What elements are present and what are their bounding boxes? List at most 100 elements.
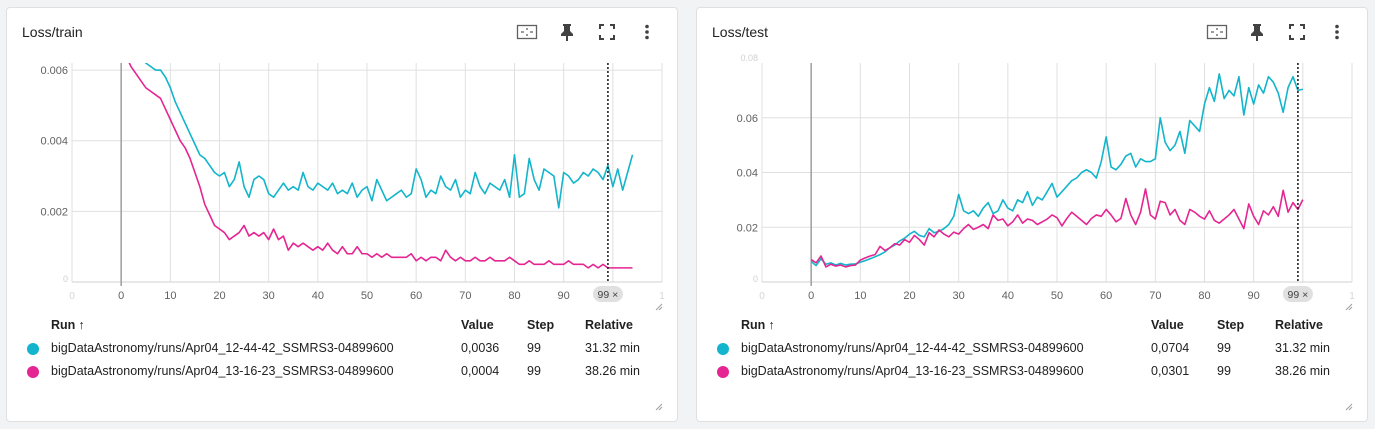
x-tick-label: 90 (1248, 290, 1260, 302)
pin-button[interactable] (1237, 20, 1277, 44)
series-line-2 (128, 63, 633, 269)
card-toolbar (507, 20, 667, 44)
run-value: 0,0704 (1151, 341, 1190, 355)
y-tick-label: 0.004 (40, 136, 68, 148)
run-color-dot (717, 343, 729, 355)
resize-grip-icon[interactable] (1343, 301, 1353, 311)
x-tick-label: 20 (903, 290, 915, 302)
run-name: bigDataAstronomy/runs/Apr04_13-16-23_SSM… (741, 364, 1084, 378)
run-name: bigDataAstronomy/runs/Apr04_12-44-42_SSM… (51, 341, 394, 355)
y-tick-label-faded: 0.08 (740, 53, 758, 63)
y-tick-label-faded: 0 (753, 274, 758, 284)
x-tick-label: 30 (263, 290, 275, 302)
x-tick-label-faded: 1 (1349, 291, 1355, 302)
run-relative: 31.32 min (585, 341, 640, 355)
x-tick-label: 0 (118, 290, 124, 302)
x-tick-label: 50 (1051, 290, 1063, 302)
value-column-header[interactable]: Value (461, 318, 494, 332)
x-tick-label-faded: 0 (69, 291, 75, 302)
fit-domain-button[interactable] (1197, 20, 1237, 44)
resize-grip-icon[interactable] (1343, 401, 1353, 411)
resize-grip-icon[interactable] (653, 401, 663, 411)
step-column-header[interactable]: Step (527, 318, 555, 332)
line-chart-plot[interactable]: 0.02 0.04 0.06 0 0.08 0 10 20 30 40 50 60 70 80 90 0 1 99… (697, 53, 1369, 313)
y-tick-label-faded: 0 (63, 274, 68, 284)
fullscreen-button[interactable] (1277, 20, 1317, 44)
run-relative: 38.26 min (1275, 364, 1330, 378)
x-tick-label: 70 (1149, 290, 1161, 302)
run-column-header[interactable]: Run ↑ (741, 318, 775, 332)
y-tick-label: 0.02 (737, 222, 758, 234)
more-vert-icon (645, 24, 649, 40)
sort-up-icon: ↑ (78, 318, 85, 332)
run-color-dot (27, 366, 39, 378)
more-options-button[interactable] (627, 20, 667, 44)
y-tick-label: 0.04 (737, 168, 758, 180)
run-step: 99 (1217, 341, 1231, 355)
relative-column-header[interactable]: Relative (1275, 318, 1323, 332)
fullscreen-button[interactable] (587, 20, 627, 44)
run-name: bigDataAstronomy/runs/Apr04_13-16-23_SSM… (51, 364, 394, 378)
runs-table: Run ↑ Value Step Relative bigDataAstronom… (715, 314, 1355, 383)
y-tick-label: 0.06 (737, 113, 758, 125)
more-options-button[interactable] (1317, 20, 1357, 44)
relative-column-header[interactable]: Relative (585, 318, 633, 332)
value-column-header[interactable]: Value (1151, 318, 1184, 332)
run-name: bigDataAstronomy/runs/Apr04_12-44-42_SSM… (741, 341, 1084, 355)
line-chart-plot[interactable]: 0.002 0.004 0.006 0 0 10 20 30 40 50 60 70 80 90 0 1 99 … (7, 53, 679, 313)
table-row: bigDataAstronomy/runs/Apr04_13-16-23_SSM… (715, 360, 1355, 383)
chart-card-loss-train: Loss/train 0.002 0.004 0.006 0 0 10 20 30 40 50 60… (6, 7, 678, 422)
pin-icon (1251, 24, 1263, 41)
card-toolbar (1197, 20, 1357, 44)
resize-grip-icon[interactable] (653, 301, 663, 311)
card-title: Loss/test (712, 24, 769, 40)
pin-button[interactable] (547, 20, 587, 44)
series-line-1 (144, 63, 634, 209)
run-step: 99 (527, 341, 541, 355)
run-step: 99 (1217, 364, 1231, 378)
sort-up-icon: ↑ (768, 318, 775, 332)
table-header: Run ↑ Value Step Relative (25, 314, 665, 337)
pin-icon (561, 24, 573, 41)
table-row: bigDataAstronomy/runs/Apr04_12-44-42_SSM… (715, 337, 1355, 360)
table-row: bigDataAstronomy/runs/Apr04_12-44-42_SSM… (25, 337, 665, 360)
run-column-header[interactable]: Run ↑ (51, 318, 85, 332)
x-tick-label: 10 (164, 290, 176, 302)
run-relative: 38.26 min (585, 364, 640, 378)
step-chip-label: 99 × (598, 289, 619, 301)
run-step: 99 (527, 364, 541, 378)
x-tick-label: 0 (808, 290, 814, 302)
run-color-dot (27, 343, 39, 355)
step-chip (592, 286, 623, 302)
x-tick-label: 50 (361, 290, 373, 302)
x-tick-label: 70 (459, 290, 471, 302)
x-tick-label: 30 (953, 290, 965, 302)
more-vert-icon (1335, 24, 1339, 40)
fullscreen-icon (1289, 24, 1305, 40)
x-tick-label: 40 (1002, 290, 1014, 302)
card-title: Loss/train (22, 24, 83, 40)
y-tick-label: 0.006 (40, 65, 68, 77)
run-value: 0,0036 (461, 341, 500, 355)
fit-domain-button[interactable] (507, 20, 547, 44)
x-tick-label: 60 (410, 290, 422, 302)
table-header: Run ↑ Value Step Relative (715, 314, 1355, 337)
x-tick-label: 40 (312, 290, 324, 302)
series-line-2 (810, 188, 1304, 268)
x-tick-label-faded: 1 (659, 291, 665, 302)
chart-card-loss-test: Loss/test 0.02 0.04 0.06 0 0.08 0 10 20 30 40 50 60… (696, 7, 1368, 422)
run-value: 0,0004 (461, 364, 500, 378)
x-tick-label: 90 (558, 290, 570, 302)
table-row: bigDataAstronomy/runs/Apr04_13-16-23_SSM… (25, 360, 665, 383)
step-chip-label: 99 × (1288, 289, 1309, 301)
x-tick-label: 20 (213, 290, 225, 302)
runs-table: Run ↑ Value Step Relative bigDataAstronom… (25, 314, 665, 383)
y-tick-label: 0.002 (40, 206, 68, 218)
step-column-header[interactable]: Step (1217, 318, 1245, 332)
run-relative: 31.32 min (1275, 341, 1330, 355)
fit-domain-icon (1206, 24, 1228, 40)
run-color-dot (717, 366, 729, 378)
x-tick-label: 80 (508, 290, 520, 302)
line-chart[interactable]: 0.02 0.04 0.06 0 0.08 0 10 20 30 40 50 60 70 80 90 0 1 99… (697, 53, 1369, 313)
